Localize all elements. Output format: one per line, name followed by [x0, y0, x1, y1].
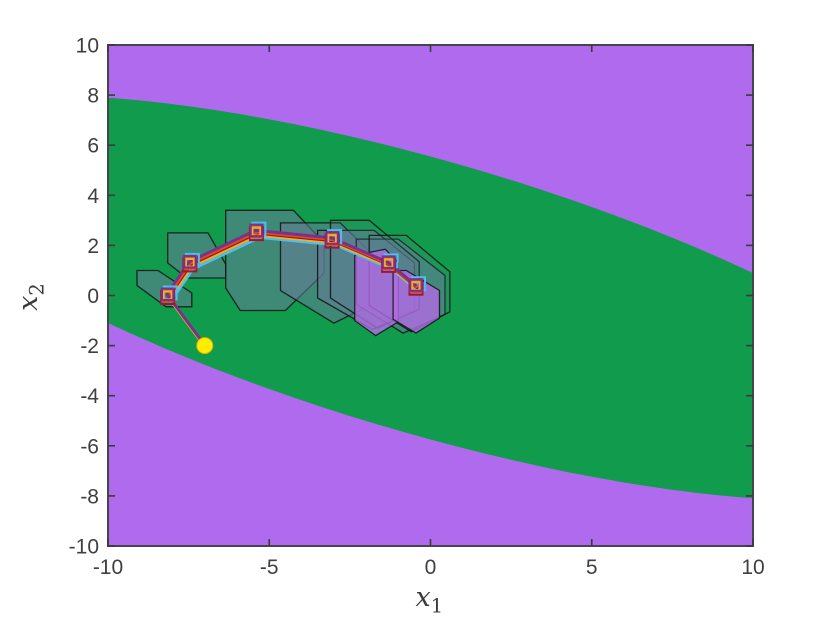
trajectory-marker	[160, 287, 175, 302]
y-tick-label: -10	[69, 536, 99, 559]
y-axis-label-wrap: x2	[4, 270, 58, 324]
y-tick-label: 10	[76, 35, 99, 58]
trajectory-marker	[249, 223, 264, 238]
axis-label-base: x	[415, 582, 431, 613]
x-tick-label: 0	[425, 556, 437, 579]
y-tick-label: 2	[87, 235, 99, 258]
y-tick-label: 4	[87, 185, 99, 208]
y-tick-label: -2	[80, 335, 99, 358]
axes-layer: -10 -5 0 5 10 -10 -8 -6 -4 -2 0 2 4 6 8 10	[69, 35, 765, 580]
trajectory-marker	[183, 254, 197, 269]
x-tick-label: 5	[586, 556, 598, 579]
polytopes-layer	[136, 209, 451, 337]
y-tick-label: -4	[80, 385, 99, 408]
y-axis-label: x2	[13, 283, 49, 311]
y-tick-label: 0	[87, 285, 99, 308]
axis-label-subscript: 1	[430, 594, 444, 618]
trajectory-purple	[165, 228, 417, 346]
x-tick-label: -5	[260, 556, 279, 579]
x-axis-label: x1	[416, 584, 444, 616]
axis-label-subscript: 2	[25, 283, 49, 296]
terminal-polytope	[392, 269, 441, 334]
y-tick-label: -6	[80, 435, 99, 458]
x-tick-label: 10	[741, 556, 764, 579]
x-tick-label: -10	[93, 556, 123, 579]
trajectory-marker	[409, 278, 423, 292]
trajectory-marker	[325, 231, 339, 245]
markers-layer	[160, 221, 426, 355]
axis-label-base: x	[13, 295, 45, 311]
trajectory-marker	[381, 255, 396, 270]
y-tick-label: 6	[87, 135, 99, 158]
start-point	[196, 337, 214, 355]
y-tick-label: -8	[80, 485, 99, 508]
y-tick-label: 8	[87, 85, 99, 108]
